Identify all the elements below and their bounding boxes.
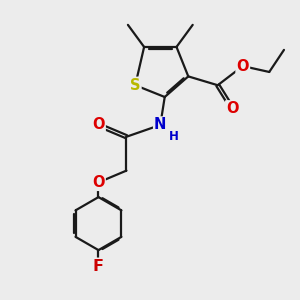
Text: N: N [154, 118, 167, 133]
Text: O: O [92, 118, 105, 133]
Text: H: H [169, 130, 178, 143]
Text: O: O [92, 175, 105, 190]
Text: O: O [236, 58, 249, 74]
Text: S: S [130, 78, 140, 93]
Text: O: O [226, 101, 239, 116]
Text: F: F [93, 259, 104, 274]
